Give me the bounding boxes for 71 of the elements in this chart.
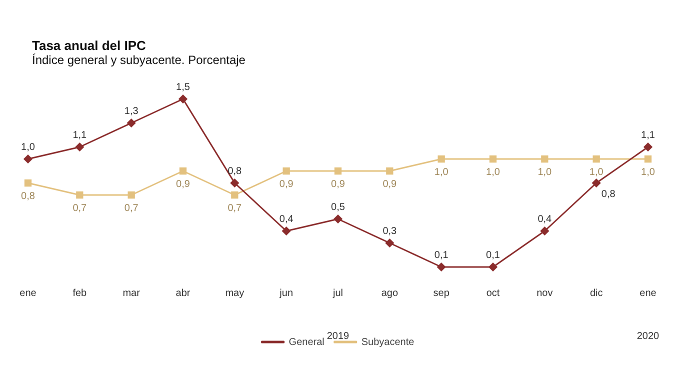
x-tick-label: may bbox=[225, 288, 244, 299]
data-label: 1,1 bbox=[72, 130, 88, 141]
data-label: 0,1 bbox=[486, 250, 500, 261]
x-tick-label: jul bbox=[332, 288, 344, 299]
point bbox=[438, 155, 445, 163]
point bbox=[644, 142, 652, 152]
point bbox=[644, 155, 652, 163]
data-label: 0,1 bbox=[434, 250, 449, 261]
x-tick-label: mar bbox=[122, 288, 141, 299]
data-label: 1,0 bbox=[641, 166, 656, 178]
point bbox=[489, 155, 497, 163]
point bbox=[128, 191, 135, 199]
data-label: 1,3 bbox=[124, 106, 139, 117]
point bbox=[179, 167, 187, 175]
point bbox=[437, 262, 446, 272]
point bbox=[592, 178, 601, 188]
x-tick-label: ene bbox=[20, 288, 37, 299]
point bbox=[592, 155, 600, 163]
data-label: 0,9 bbox=[279, 178, 294, 190]
data-label: 0,4 bbox=[538, 214, 552, 225]
point bbox=[24, 179, 32, 187]
point bbox=[127, 118, 136, 128]
data-label: 1,0 bbox=[486, 166, 500, 178]
point bbox=[386, 167, 394, 175]
data-label: 1,0 bbox=[21, 142, 36, 153]
legend-label: Subyacente bbox=[361, 336, 415, 348]
text: 2019 bbox=[326, 330, 350, 342]
data-label: 0,8 bbox=[21, 190, 36, 202]
data-label: 0,9 bbox=[331, 178, 346, 190]
point bbox=[488, 262, 498, 272]
data-label: 0,9 bbox=[176, 178, 190, 190]
data-label: 0,7 bbox=[124, 202, 139, 214]
point bbox=[282, 226, 291, 236]
point bbox=[385, 238, 394, 248]
x-tick-label: sep bbox=[433, 288, 450, 299]
point bbox=[230, 178, 239, 188]
chart-subtitle: Índice general y subyacente. Porcentaje bbox=[32, 53, 246, 67]
data-label: 0,7 bbox=[228, 202, 242, 214]
data-label: 0,8 bbox=[228, 166, 242, 177]
point bbox=[540, 226, 549, 236]
x-tick-label: ene bbox=[640, 288, 657, 299]
x-tick-label: jun bbox=[278, 288, 294, 299]
x-tick-label: dic bbox=[590, 288, 603, 299]
chart-title: Tasa anual del IPC bbox=[32, 38, 147, 53]
x-tick-label: ago bbox=[381, 288, 398, 299]
legend-label: General bbox=[288, 336, 324, 348]
data-label: 0,4 bbox=[279, 214, 294, 225]
data-label: 1,0 bbox=[589, 166, 604, 178]
data-label: 0,9 bbox=[382, 178, 398, 190]
point bbox=[75, 142, 84, 152]
x-tick-label: oct bbox=[486, 288, 500, 299]
x-tick-label: abr bbox=[176, 288, 191, 299]
data-label: 1,1 bbox=[641, 130, 656, 141]
data-label: 1,5 bbox=[176, 82, 190, 93]
point bbox=[282, 167, 290, 175]
data-label: 0,8 bbox=[601, 188, 616, 200]
point bbox=[334, 214, 342, 224]
data-label: 0,7 bbox=[72, 202, 88, 214]
point bbox=[76, 191, 84, 199]
point bbox=[178, 94, 188, 104]
point bbox=[334, 167, 342, 175]
data-label: 0,3 bbox=[382, 226, 398, 237]
point bbox=[24, 154, 32, 164]
data-label: 0,5 bbox=[331, 202, 346, 213]
text: 2020 bbox=[636, 330, 660, 342]
data-label: 1,0 bbox=[538, 166, 552, 178]
point bbox=[231, 191, 238, 199]
x-tick-label: nov bbox=[536, 288, 553, 299]
data-label: 1,0 bbox=[434, 166, 449, 178]
point bbox=[541, 155, 548, 163]
x-tick-label: feb bbox=[72, 288, 88, 299]
